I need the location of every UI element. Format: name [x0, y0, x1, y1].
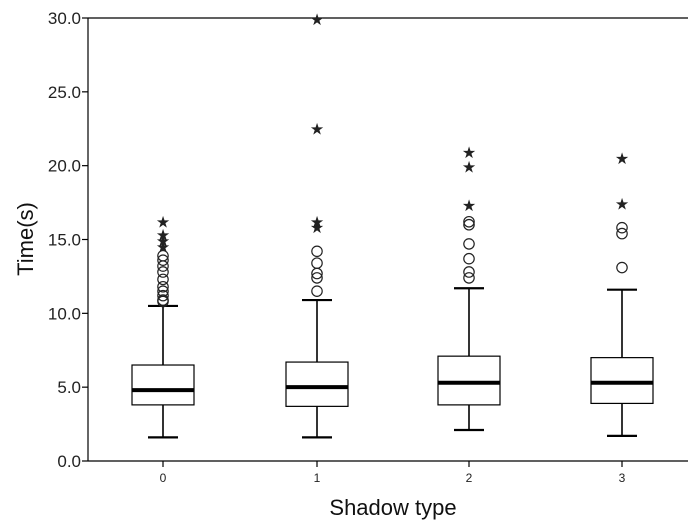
x-axis-title: Shadow type — [329, 495, 456, 520]
outlier-point — [616, 227, 628, 240]
outlier-point — [157, 285, 169, 297]
y-tick-label: 10.0 — [48, 304, 81, 323]
iqr-box — [285, 361, 349, 407]
iqr-box — [437, 355, 501, 406]
extreme-point: ★ — [156, 237, 170, 256]
outlier-point — [463, 218, 475, 231]
outlier-point — [311, 272, 323, 284]
outlier-point — [157, 294, 169, 306]
y-axis-title: Time(s) — [13, 202, 38, 276]
iqr-box — [131, 364, 195, 406]
y-tick-label: 15.0 — [48, 231, 81, 250]
x-tick-label: 2 — [466, 471, 473, 485]
outlier-point — [157, 273, 169, 286]
extreme-point: ★ — [462, 158, 476, 177]
extreme-point: ★ — [156, 231, 170, 250]
extreme-point: ★ — [462, 196, 476, 215]
outlier-point — [463, 215, 475, 228]
extreme-point: ★ — [615, 195, 629, 214]
extreme-point: ★ — [156, 212, 170, 231]
outlier-point — [463, 252, 475, 265]
outlier-point — [463, 272, 475, 284]
y-tick-label: 0.0 — [57, 452, 81, 471]
outlier-point — [157, 254, 169, 266]
y-tick-label: 20.0 — [48, 157, 81, 176]
y-tick-label: 30.0 — [48, 9, 81, 28]
box-group: ★★ — [590, 149, 654, 437]
outlier-point — [157, 260, 169, 272]
extreme-point: ★ — [310, 119, 324, 138]
outlier-point — [463, 266, 475, 278]
outlier-point — [157, 289, 169, 302]
extreme-point: ★ — [156, 226, 170, 245]
outlier-point — [463, 238, 475, 250]
outlier-point — [157, 266, 169, 278]
box-group: ★★★★ — [131, 212, 195, 439]
y-tick-label: 25.0 — [48, 83, 81, 102]
extreme-point: ★ — [462, 143, 476, 162]
iqr-box — [590, 357, 654, 405]
extreme-point: ★ — [310, 218, 324, 237]
y-tick-label: 5.0 — [57, 378, 81, 397]
x-tick-label: 1 — [314, 471, 321, 485]
x-tick-label: 0 — [160, 471, 167, 485]
outlier-point — [311, 257, 323, 269]
extreme-point: ★ — [310, 10, 324, 29]
x-tick-label: 3 — [619, 471, 626, 485]
extreme-point: ★ — [615, 149, 629, 168]
outlier-point — [311, 245, 323, 258]
outlier-point — [616, 221, 628, 234]
extreme-point: ★ — [310, 212, 324, 231]
outlier-point — [311, 285, 323, 297]
outlier-point — [157, 249, 169, 262]
box-group: ★★★ — [437, 143, 501, 432]
outlier-point — [616, 261, 628, 274]
outlier-point — [157, 280, 169, 293]
box-group: ★★★★ — [285, 10, 349, 439]
